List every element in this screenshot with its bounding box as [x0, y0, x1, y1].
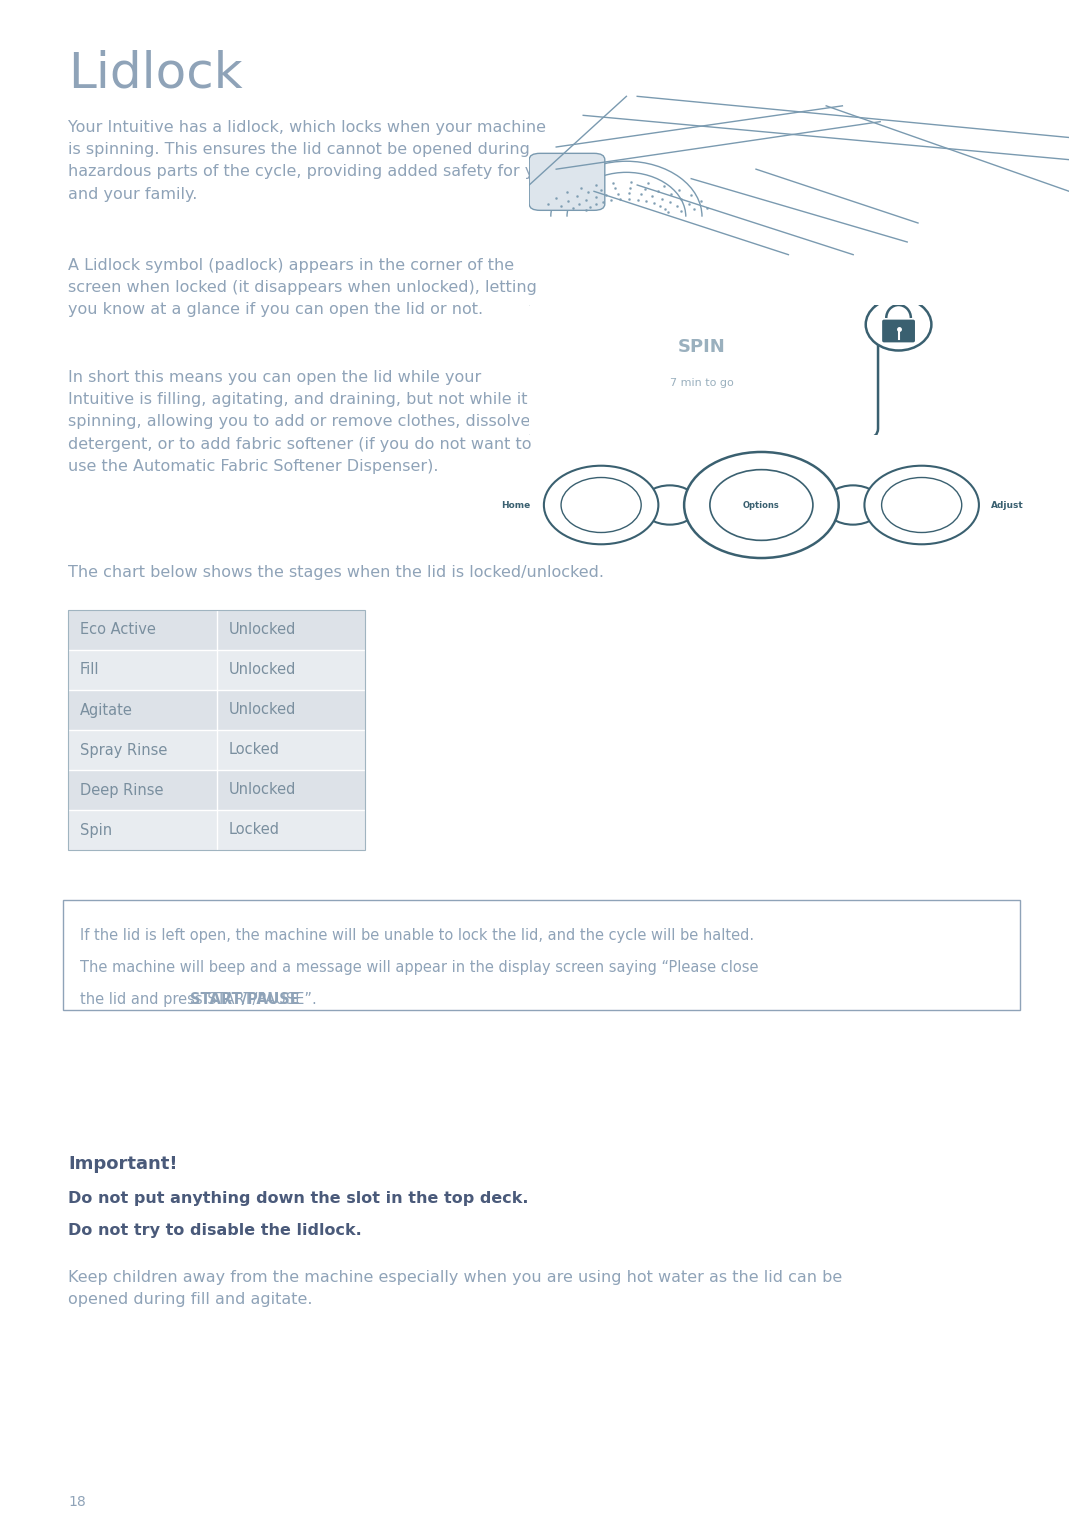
Text: Spray Rinse: Spray Rinse	[80, 743, 167, 757]
Text: Important!: Important!	[68, 1154, 177, 1173]
Text: Your Intuitive has a lidlock, which locks when your machine
is spinning. This en: Your Intuitive has a lidlock, which lock…	[68, 119, 554, 202]
Bar	[68, 650, 365, 690]
Text: Options: Options	[743, 500, 780, 509]
Bar	[68, 729, 365, 771]
Text: Spin: Spin	[80, 823, 112, 838]
Circle shape	[824, 485, 881, 524]
Text: Unlocked: Unlocked	[229, 662, 296, 677]
Text: Fill: Fill	[80, 662, 99, 677]
FancyBboxPatch shape	[882, 320, 915, 342]
Circle shape	[562, 477, 642, 532]
Circle shape	[866, 298, 931, 350]
Text: START/PAUSE: START/PAUSE	[190, 992, 299, 1008]
Text: The chart below shows the stages when the lid is locked/unlocked.: The chart below shows the stages when th…	[68, 566, 604, 579]
Bar	[68, 610, 365, 650]
FancyBboxPatch shape	[525, 301, 878, 439]
Bar	[68, 771, 365, 810]
Circle shape	[881, 477, 961, 532]
Circle shape	[544, 466, 659, 544]
Text: Do not try to disable the lidlock.: Do not try to disable the lidlock.	[68, 1223, 362, 1238]
Text: Lidlock: Lidlock	[68, 50, 243, 98]
Text: Locked: Locked	[229, 743, 280, 757]
Text: Do not put anything down the slot in the top deck.: Do not put anything down the slot in the…	[68, 1191, 528, 1206]
Text: Agitate: Agitate	[80, 702, 133, 717]
Bar	[68, 810, 365, 850]
Circle shape	[642, 485, 699, 524]
Text: Keep children away from the machine especially when you are using hot water as t: Keep children away from the machine espe…	[68, 1271, 842, 1307]
Circle shape	[684, 453, 839, 558]
Text: Home: Home	[501, 500, 530, 509]
Text: Eco Active: Eco Active	[80, 622, 156, 638]
Text: Unlocked: Unlocked	[229, 783, 296, 798]
Text: Unlocked: Unlocked	[229, 702, 296, 717]
Text: In short this means you can open the lid while your
Intuitive is filling, agitat: In short this means you can open the lid…	[68, 370, 545, 474]
Bar	[63, 901, 1020, 1011]
Text: the lid and press START/PAUSE”.: the lid and press START/PAUSE”.	[80, 992, 316, 1008]
Text: Adjust: Adjust	[991, 500, 1024, 509]
Bar	[68, 610, 365, 850]
Circle shape	[710, 469, 813, 540]
Text: Locked: Locked	[229, 823, 280, 838]
Text: SPIN: SPIN	[677, 338, 726, 356]
FancyBboxPatch shape	[529, 153, 605, 211]
Text: Deep Rinse: Deep Rinse	[80, 783, 163, 798]
Text: Unlocked: Unlocked	[229, 622, 296, 638]
Text: 7 min to go: 7 min to go	[670, 378, 733, 388]
Text: The machine will beep and a message will appear in the display screen saying “Pl: The machine will beep and a message will…	[80, 960, 758, 976]
Circle shape	[864, 466, 978, 544]
Text: 18: 18	[68, 1495, 85, 1509]
Text: A Lidlock symbol (padlock) appears in the corner of the
screen when locked (it d: A Lidlock symbol (padlock) appears in th…	[68, 258, 537, 318]
Bar	[68, 690, 365, 729]
Text: If the lid is left open, the machine will be unable to lock the lid, and the cyc: If the lid is left open, the machine wil…	[80, 928, 754, 943]
